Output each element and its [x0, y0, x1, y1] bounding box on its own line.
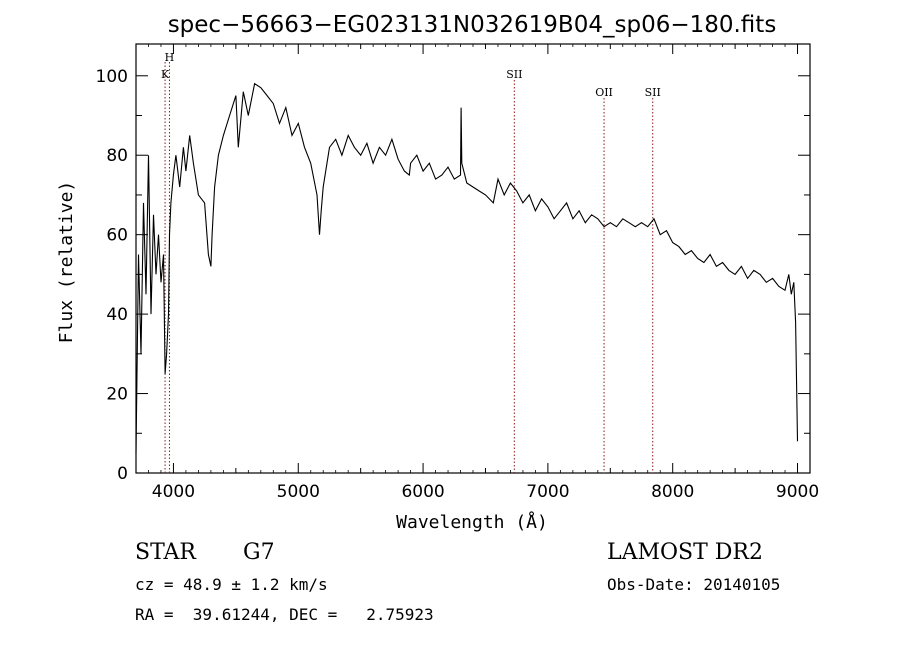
plot-frame — [135, 43, 811, 474]
x-tick-label: 6000 — [401, 482, 444, 502]
object-subclass: G7 — [243, 540, 275, 565]
obs-date: Obs-Date: 20140105 — [607, 575, 781, 594]
line-marker-label: OII — [595, 86, 613, 99]
y-tick-label: 80 — [106, 146, 128, 166]
x-tick-label: 9000 — [776, 482, 819, 502]
y-tick-label: 100 — [96, 67, 128, 87]
x-tick-label: 5000 — [277, 482, 320, 502]
axis-ticks: 4000 5000 6000 7000 8000 9000 0 20 40 60 80 100 — [96, 44, 819, 502]
line-marker-label: SII — [506, 68, 522, 81]
y-tick-label: 20 — [106, 385, 128, 405]
y-tick-label: 60 — [106, 226, 128, 246]
line-marker-label: SII — [645, 86, 661, 99]
line-marker-label: K — [161, 68, 170, 81]
x-tick-label: 7000 — [526, 482, 569, 502]
y-axis-label: Flux (relative) — [56, 181, 77, 344]
redshift-line: cz = 48.9 ± 1.2 km/s — [135, 575, 328, 594]
x-axis-label: Wavelength (Å) — [396, 511, 548, 533]
y-tick-label: 0 — [117, 464, 128, 484]
y-tick-label: 40 — [106, 305, 128, 325]
survey-name: LAMOST DR2 — [607, 540, 763, 565]
coordinates: RA = 39.61244, DEC = 2.75923 — [135, 605, 434, 624]
line-marker-label: H — [165, 51, 175, 64]
spectrum-line — [135, 82, 799, 454]
chart-title: spec−56663−EG023131N032619B04_sp06−180.f… — [168, 12, 777, 38]
x-tick-label: 4000 — [152, 482, 195, 502]
object-type: STAR — [135, 540, 196, 565]
line-markers: HK SII OII SII — [161, 51, 661, 473]
x-tick-label: 8000 — [651, 482, 694, 502]
